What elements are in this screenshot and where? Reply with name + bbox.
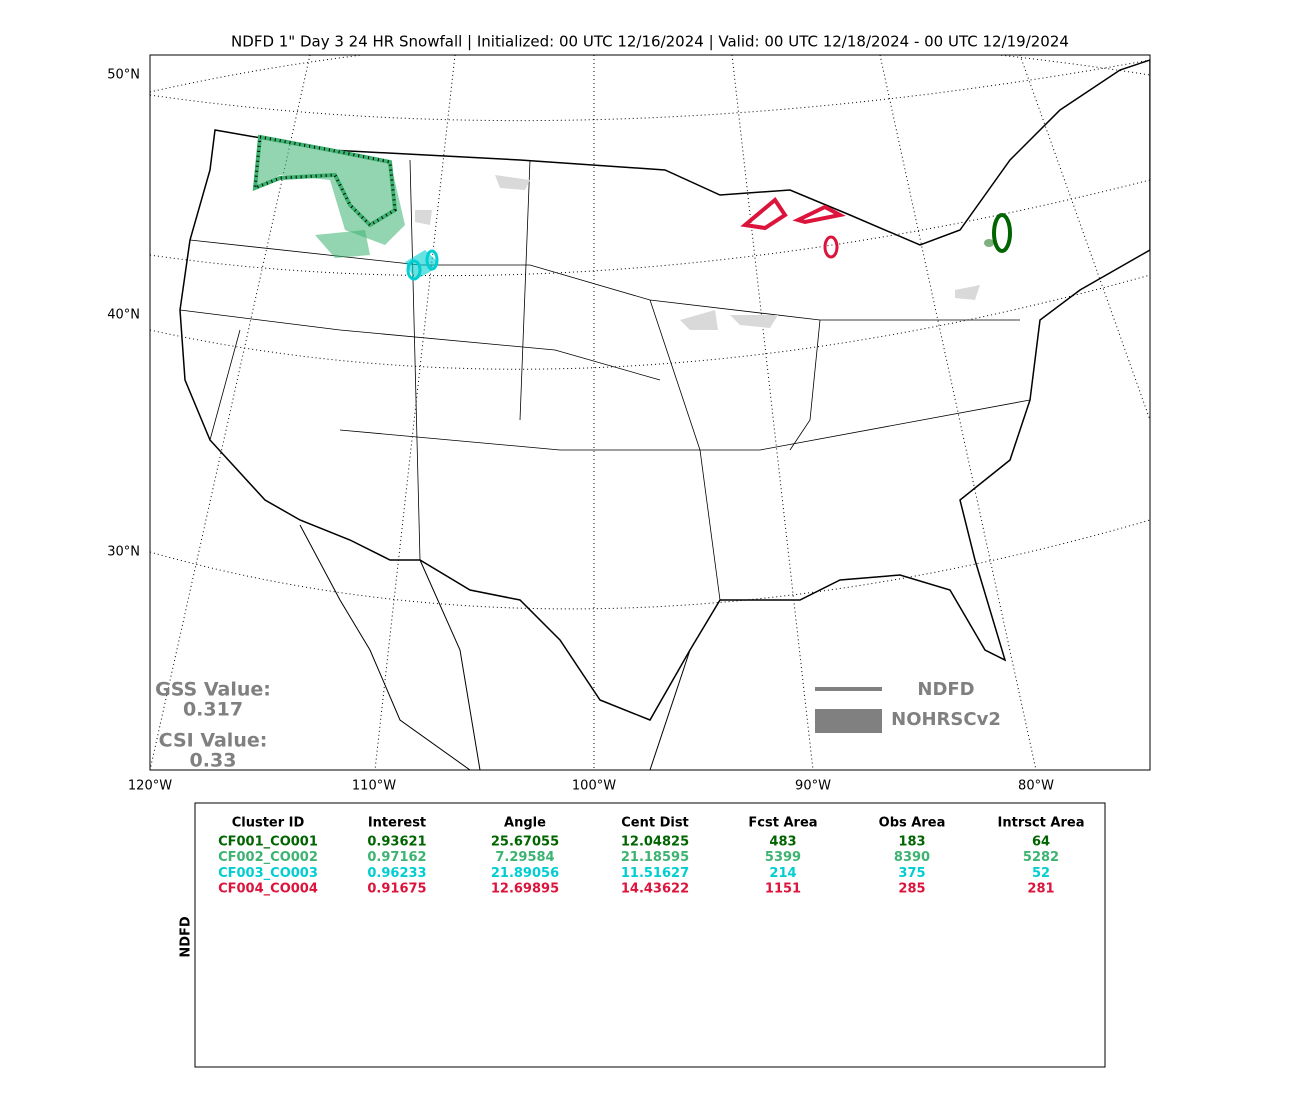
lat-label: 50°N (107, 68, 140, 83)
table-cell: 8390 (894, 850, 930, 865)
mexico-outline (299, 524, 691, 770)
coastline (179, 59, 1150, 721)
table-cell: CF001_CO001 (218, 835, 318, 850)
table-cell: 21.18595 (621, 850, 689, 865)
table-cell: 0.91675 (367, 882, 426, 897)
table-cell: CF004_CO004 (218, 882, 318, 897)
table-cell: 12.04825 (621, 835, 689, 850)
fcst-contour (823, 235, 839, 259)
fcst-contour (740, 197, 846, 231)
table-frame (194, 802, 1106, 1068)
fcst-contour (425, 249, 439, 271)
csi-label: CSI Value: (159, 730, 268, 752)
table-cell: 281 (1027, 882, 1054, 897)
table-header: Obs Area (879, 816, 946, 831)
table-cell: 375 (898, 866, 925, 881)
lon-label: 120°W (128, 779, 172, 794)
table-cell: 0.93621 (367, 835, 426, 850)
fcst-contour (992, 213, 1012, 253)
fcst-contour (406, 259, 422, 281)
lon-label: 80°W (1018, 779, 1054, 794)
table-cell: 483 (769, 835, 796, 850)
table-cell: 5282 (1023, 850, 1059, 865)
graticule (150, 274, 1150, 370)
table-cell: 52 (1032, 866, 1050, 881)
table-header: Angle (504, 816, 546, 831)
table: NDFD Cluster ID Interest Angle Cent Dist Fcs… (179, 802, 1106, 1068)
table-cell: 5399 (765, 850, 801, 865)
obs-area (315, 230, 370, 258)
obs-area (405, 250, 438, 280)
fcst-contour (253, 135, 397, 227)
table-cell: 183 (898, 835, 925, 850)
legend-label: NDFD (917, 679, 974, 700)
title: NDFD 1" Day 3 24 HR Snowfall | Initializ… (231, 33, 1069, 51)
table-side-label: NDFD (179, 916, 194, 958)
state-borders (179, 159, 1031, 601)
lat-label: 30°N (107, 545, 140, 560)
table-cell: 0.96233 (367, 866, 426, 881)
table-cell: 0.97162 (367, 850, 426, 865)
table-cell: 14.43622 (621, 882, 689, 897)
table-cell: 7.29584 (495, 850, 554, 865)
gss-value: 0.317 (183, 699, 243, 721)
table-cell: 1151 (765, 882, 801, 897)
table-cell: CF003_CO003 (218, 866, 318, 881)
map: 50°N 40°N 30°N 120°W 110°W 100°W 90°W 80… (107, 54, 1151, 794)
lon-label: 90°W (795, 779, 831, 794)
csi-value: 0.33 (190, 750, 237, 772)
table-header: Cent Dist (621, 816, 689, 831)
table-cell: CF002_CO002 (218, 850, 318, 865)
table-header: Interest (368, 816, 426, 831)
lat-label: 40°N (107, 308, 140, 323)
table-header: Intrsct Area (998, 816, 1085, 831)
lon-label: 100°W (572, 779, 616, 794)
lon-label: 110°W (352, 779, 396, 794)
gss-label: GSS Value: (155, 679, 271, 701)
table-header: Fcst Area (748, 816, 817, 831)
table-cell: 64 (1032, 835, 1050, 850)
map-content (150, 55, 1150, 770)
graticule (150, 519, 1150, 610)
legend-area (815, 709, 882, 733)
table-cell: 11.51627 (621, 866, 689, 881)
table-cell: 25.67055 (491, 835, 559, 850)
obs-area (255, 135, 405, 245)
graticule (150, 59, 1150, 277)
obs-area (984, 239, 994, 247)
table-cell: 285 (898, 882, 925, 897)
table-header: Cluster ID (232, 816, 305, 831)
table-cell: 214 (769, 866, 796, 881)
legend-label: NOHRSCv2 (891, 709, 1001, 730)
table-cell: 21.89056 (491, 866, 559, 881)
table-cell: 12.69895 (491, 882, 559, 897)
